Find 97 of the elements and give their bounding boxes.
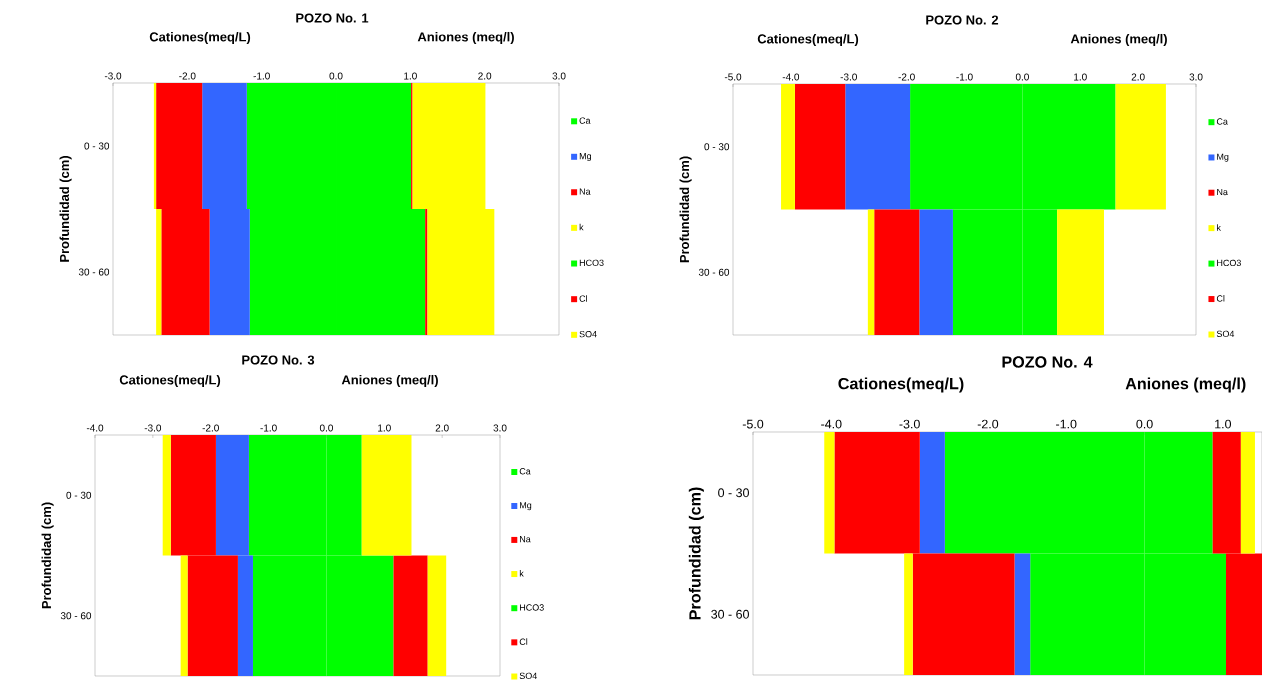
legend-label: Mg [520,502,532,511]
bar [427,555,447,676]
x-tick-label: 2.0 [435,424,449,432]
x-tick-label: 0.0 [1015,73,1029,81]
x-tick-label: 0.0 [1136,419,1153,429]
bar [180,555,188,676]
legend-label: k [519,570,524,577]
y-tick-label: 0 - 30 [66,491,92,499]
legend-label: Ca [579,117,591,124]
text: Cationes(meq/L) [149,31,251,45]
x-tick-label: -1.0 [1056,419,1077,429]
legend-label: HCO3 [520,604,544,611]
legend-label: k [579,223,584,231]
bar [162,435,171,556]
y-tick-label: 30 - 60 [698,268,730,276]
legend-label: SO4 [1216,330,1235,337]
text: Aniones (meq/l) [417,31,514,45]
x-tick-label: -5.0 [742,419,764,429]
x-tick-label: 2.0 [1131,73,1145,81]
legend-label: Na [520,536,531,543]
bar [874,209,920,335]
legend-label: Na [579,188,591,195]
x-tick-label: -3.0 [144,424,162,432]
x-tick-label: -4.0 [782,73,800,81]
chart-title: POZO No. 2 [926,15,999,25]
legend-label: SO4 [579,330,597,338]
bar [1057,209,1104,335]
chart-title: POZO No. 3 [242,355,315,365]
legend-label: HCO3 [1217,259,1241,267]
x-tick-label: 1.0 [378,424,391,432]
legend-label: Ca [519,468,531,475]
bar [824,432,835,554]
bar [425,209,428,335]
legend-label: Mg [1217,153,1229,162]
x-tick-label: -1.0 [253,72,270,80]
y-tick-label: 30 - 60 [60,612,92,620]
bar [1115,84,1166,210]
x-tick-label: 3.0 [493,424,507,432]
bar [156,209,162,335]
x-tick-label: -3.0 [899,419,920,429]
text: Cationes(meq/L) [757,33,859,47]
x-tick-label: 2.0 [478,72,492,80]
chart-title: POZO No. 1 [296,13,369,23]
bar [1240,432,1255,554]
text: Aniones (meq/l) [1070,33,1167,47]
y-tick-label: 0 - 30 [718,488,749,498]
x-tick-label: 1.0 [1074,73,1087,81]
x-tick-label: -1.0 [956,73,973,81]
y-axis-title: Profundidad (cm) [59,156,72,262]
x-tick-label: 3.0 [1189,73,1203,81]
legend-label: Cl [579,295,587,302]
x-tick-label: 3.0 [552,72,566,80]
bar [153,83,157,209]
y-tick-label: 30 - 60 [711,609,749,619]
y-axis-title: Profundidad (cm) [679,156,692,263]
x-tick-label: 1.0 [404,72,417,80]
legend-label: Ca [1216,118,1228,125]
x-tick-label: -4.0 [821,419,842,429]
chart-title: POZO No. 4 [1002,356,1093,368]
bar [781,84,795,210]
x-tick-label: -2.0 [898,73,915,81]
x-tick-label: 0.0 [319,424,333,432]
legend-label: Mg [579,152,591,161]
text: Aniones (meq/l) [1125,377,1246,393]
legend-label: Cl [519,638,528,645]
y-axis-title: Profundidad (cm) [41,502,54,609]
text: Cationes(meq/L) [119,374,221,388]
legend-label: SO4 [519,672,537,679]
x-tick-label: -5.0 [724,73,742,81]
legend-label: Cl [1216,295,1225,302]
bar [919,432,945,554]
bar [361,435,412,556]
x-tick-label: -1.0 [260,424,277,432]
bar [867,209,875,335]
legend-label: Na [1217,188,1228,196]
x-tick-label: 1.0 [1215,419,1232,429]
bar [904,553,913,675]
y-axis-title: Profundidad (cm) [688,487,704,620]
bar [1014,553,1031,675]
legend-label: HCO3 [579,259,604,266]
x-tick-label: 0.0 [329,72,343,80]
bar [794,84,846,210]
bar [919,209,953,335]
x-tick-label: -2.0 [179,72,196,80]
x-tick-label: -2.0 [977,419,999,429]
x-tick-label: -3.0 [840,73,857,81]
y-tick-label: 0 - 30 [704,143,730,151]
bar [845,84,911,210]
text: Aniones (meq/l) [341,374,438,388]
y-tick-label: 30 - 60 [78,268,110,276]
text: Cationes(meq/L) [838,377,964,393]
y-tick-label: 0 - 30 [84,142,110,150]
bar [393,555,428,676]
x-tick-label: -4.0 [86,424,104,432]
legend-label: k [1217,224,1221,231]
x-tick-label: -3.0 [104,72,122,80]
x-tick-label: -2.0 [202,424,219,432]
